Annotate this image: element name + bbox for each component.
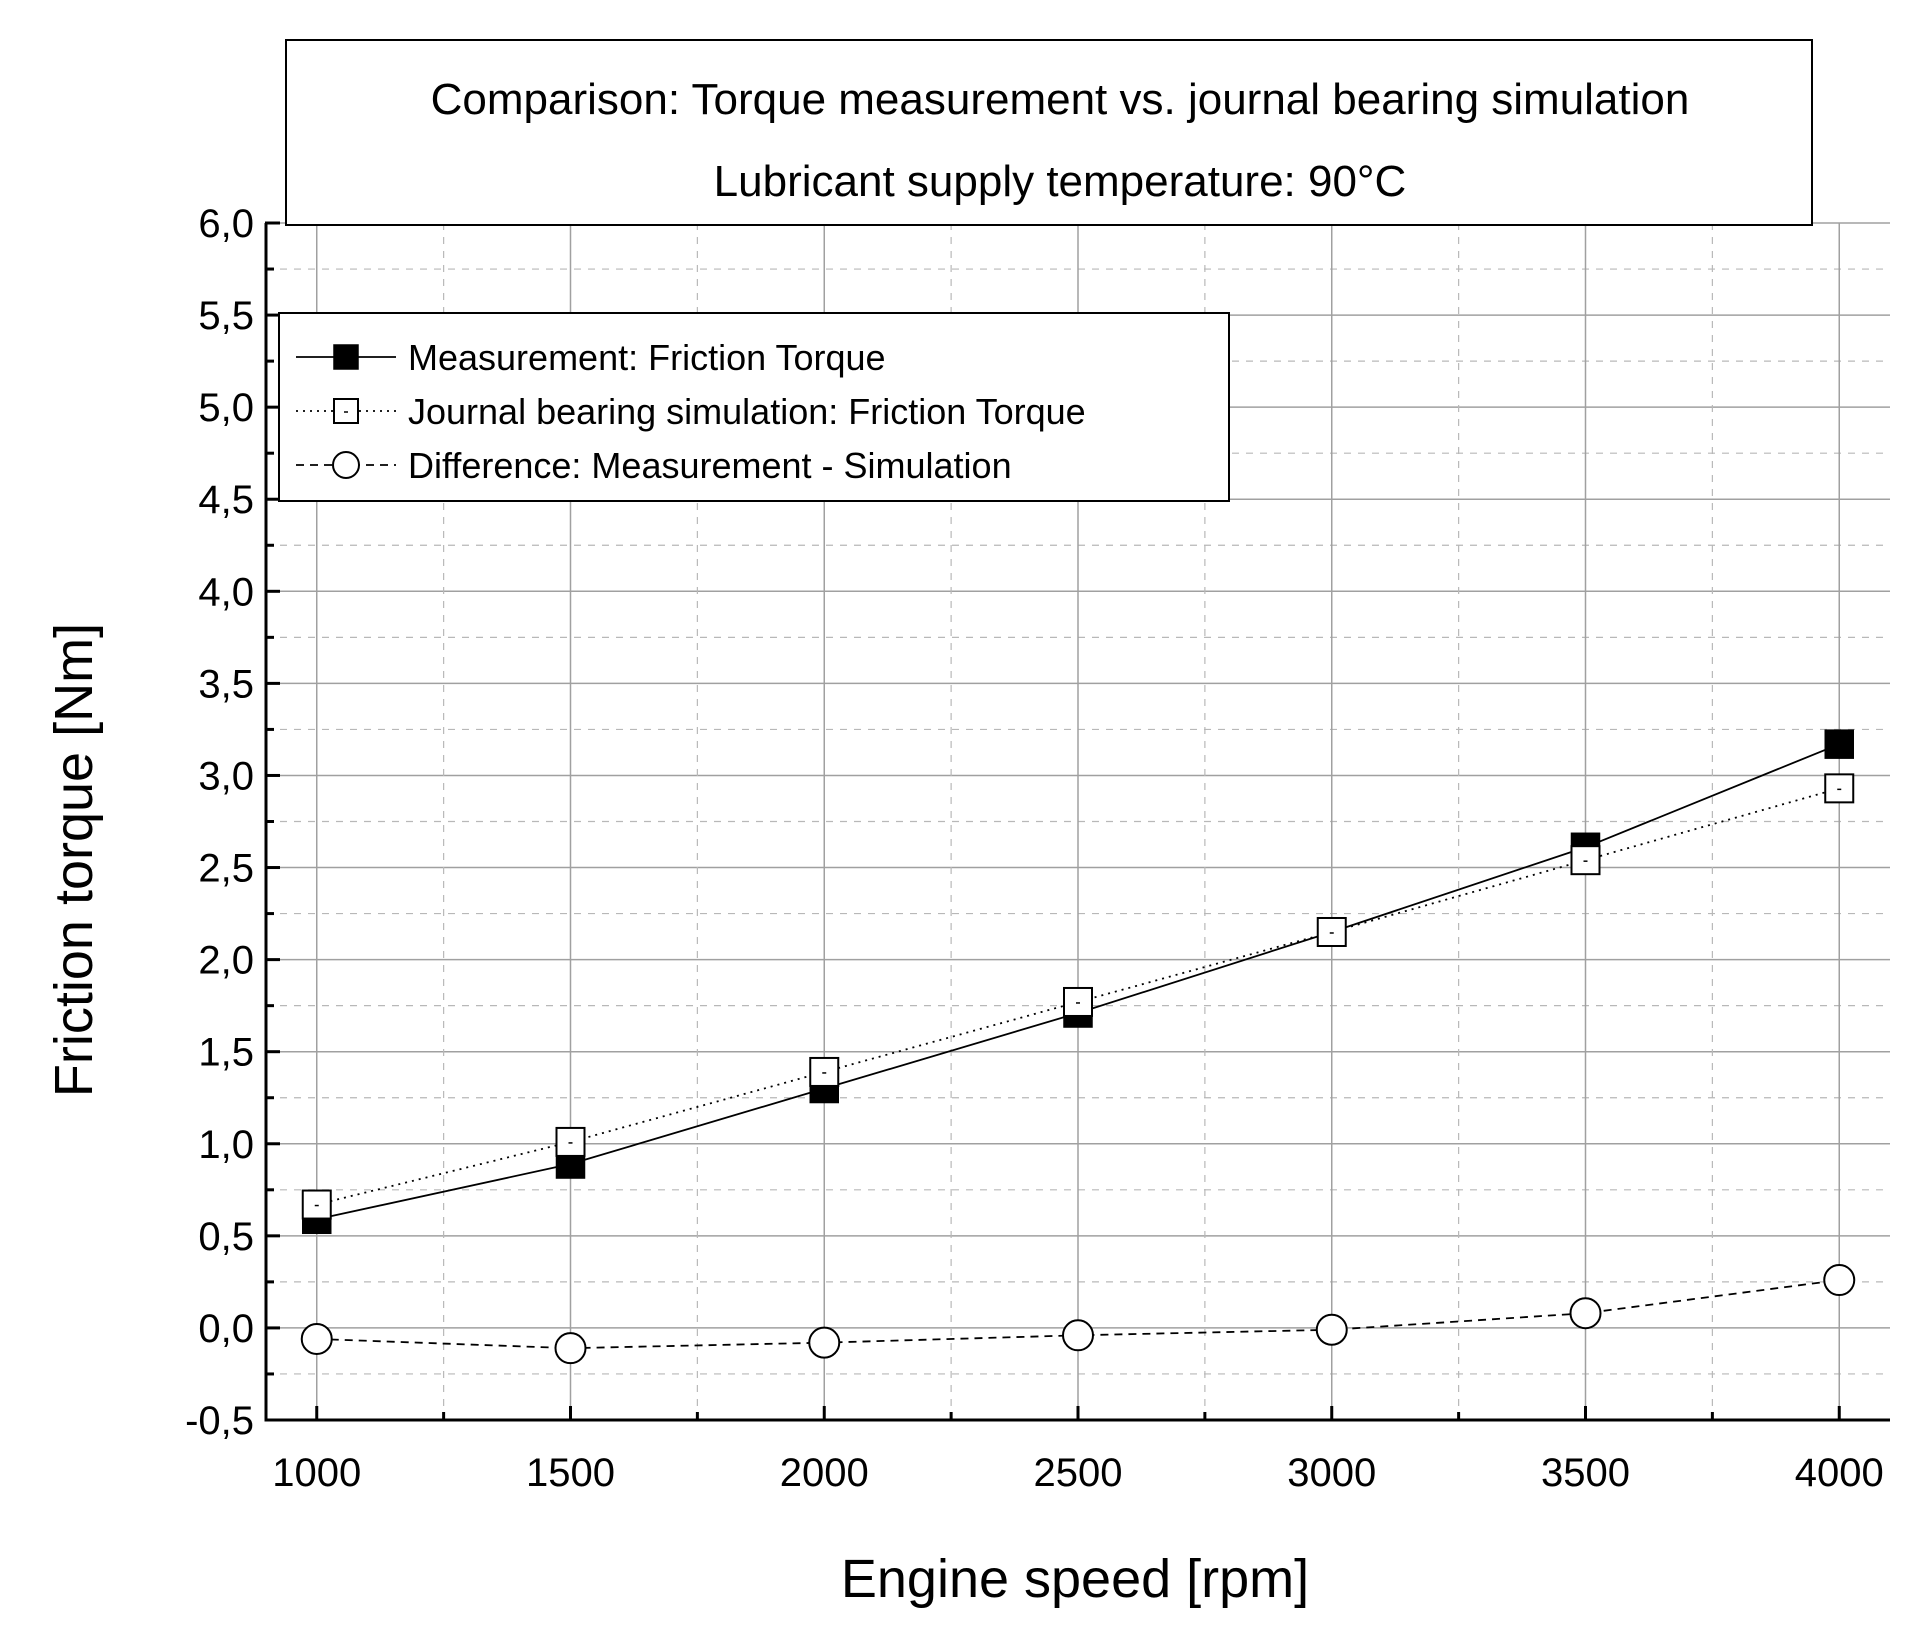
series — [300, 729, 1856, 1365]
marker-open-circle — [554, 1332, 587, 1365]
title-box-frame — [285, 39, 1813, 226]
chart-title: Comparison: Torque measurement vs. journ… — [431, 75, 1690, 124]
series-markers-3 — [300, 1264, 1856, 1365]
marker-open-square — [1063, 986, 1093, 1017]
marker-open-circle — [1569, 1297, 1602, 1330]
legend-frame — [278, 312, 1230, 502]
y-tick-label: 4,5 — [198, 478, 254, 522]
axes — [264, 221, 1890, 1422]
marker-open-square — [1824, 773, 1855, 804]
y-tick-label: -0,5 — [185, 1399, 254, 1443]
marker-open-circle — [332, 451, 360, 479]
x-tick-label: 3000 — [1287, 1451, 1376, 1495]
legend-entry-3: Difference: Measurement - Simulation — [296, 445, 1012, 486]
y-tick-label: 3,0 — [198, 754, 254, 798]
legend-entry-1: Measurement: Friction Torque — [296, 337, 886, 378]
x-tick-label: 1000 — [272, 1451, 361, 1495]
x-axis-title: Engine speed [rpm] — [841, 1549, 1309, 1609]
legend-label: Measurement: Friction Torque — [408, 337, 886, 378]
y-tick-label: 0,0 — [198, 1307, 254, 1351]
legend-label: Difference: Measurement - Simulation — [408, 445, 1012, 486]
marker-open-circle — [1823, 1264, 1856, 1297]
legend-entry-2: Journal bearing simulation: Friction Tor… — [296, 391, 1086, 432]
x-tick-label: 3500 — [1541, 1451, 1630, 1495]
y-tick-label: 6,0 — [198, 202, 254, 246]
x-tick-label: 4000 — [1795, 1451, 1884, 1495]
y-tick-label: 2,0 — [198, 939, 254, 983]
x-tick-label: 2500 — [1034, 1451, 1123, 1495]
marker-open-square — [301, 1189, 332, 1220]
legend-label: Journal bearing simulation: Friction Tor… — [408, 391, 1086, 432]
y-tick-label: 3,5 — [198, 662, 254, 706]
x-tick-label: 2000 — [780, 1451, 869, 1495]
marker-filled-square — [333, 344, 359, 370]
marker-open-square — [555, 1126, 586, 1157]
marker-open-circle — [1315, 1313, 1348, 1346]
marker-open-square — [1316, 916, 1347, 947]
y-tick-label: 2,5 — [198, 847, 254, 891]
y-tick-label: 5,0 — [198, 386, 254, 430]
marker-open-circle — [808, 1326, 841, 1359]
series-markers-2 — [301, 773, 1855, 1220]
marker-open-circle — [1062, 1319, 1094, 1352]
legend: Measurement: Friction Torque Journal bear… — [278, 312, 1230, 502]
tick-labels: -0,5 0,0 0,5 1,0 1,5 2,0 2,5 3,0 3,5 4,0 4,5 5,0 5,5… — [185, 202, 1884, 1495]
title-box: Comparison: Torque measurement vs. journ… — [285, 39, 1813, 226]
marker-open-square — [333, 398, 359, 424]
y-tick-label: 1,5 — [198, 1031, 254, 1075]
x-tick-label: 1500 — [526, 1451, 615, 1495]
marker-open-square — [1570, 845, 1601, 876]
y-tick-label: 1,0 — [198, 1123, 254, 1167]
marker-open-square — [809, 1056, 840, 1087]
y-tick-label: 4,0 — [198, 570, 254, 614]
y-tick-label: 5,5 — [198, 294, 254, 338]
marker-open-circle — [300, 1322, 333, 1355]
y-tick-label: 0,5 — [198, 1215, 254, 1259]
chart-subtitle: Lubricant supply temperature: 90°C — [714, 157, 1407, 206]
marker-filled-square — [1824, 729, 1854, 759]
y-axis-title: Friction torque [Nm] — [44, 623, 104, 1097]
